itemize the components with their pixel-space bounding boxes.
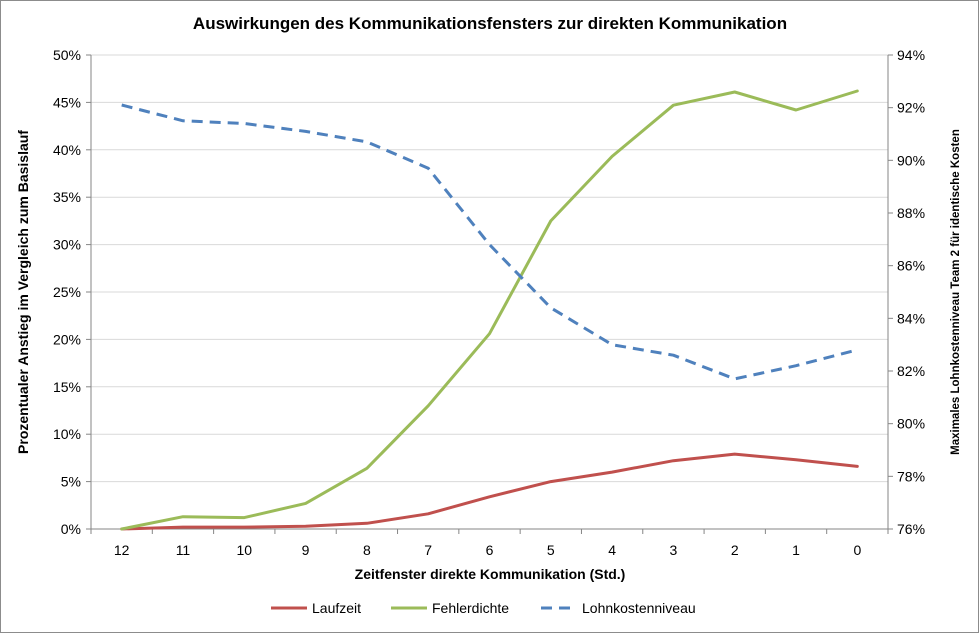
x-tick-label: 9 bbox=[302, 542, 310, 558]
right-tick-label: 76% bbox=[897, 521, 925, 537]
right-tick-label: 92% bbox=[897, 100, 925, 116]
x-tick-label: 5 bbox=[547, 542, 555, 558]
x-tick-label: 7 bbox=[424, 542, 432, 558]
right-tick-label: 90% bbox=[897, 152, 925, 168]
right-tick-label: 78% bbox=[897, 468, 925, 484]
x-tick-label: 11 bbox=[176, 542, 191, 558]
right-tick-label: 80% bbox=[897, 416, 925, 432]
x-tick-label: 2 bbox=[731, 542, 739, 558]
x-tick-label: 1 bbox=[792, 542, 800, 558]
y-axis-title: Prozentualer Anstieg im Vergleich zum Ba… bbox=[15, 130, 31, 454]
left-tick-label: 0% bbox=[61, 521, 81, 537]
right-axis-ticks: 76% 78% 80% 82% 84% 86% 88% 90% 92% 94% bbox=[888, 47, 925, 537]
left-tick-label: 40% bbox=[53, 142, 81, 158]
left-tick-label: 50% bbox=[53, 47, 81, 63]
left-tick-label: 45% bbox=[53, 94, 81, 110]
x-tick-label: 12 bbox=[114, 542, 130, 558]
left-axis-ticks: 0% 5% 10% 15% 20% 25% 30% 35% 40% 45% 50% bbox=[53, 47, 91, 537]
chart-title: Auswirkungen des Kommunikationsfensters … bbox=[193, 14, 787, 33]
series-line-fehlerdichte bbox=[120, 89, 859, 531]
legend-label-fehlerdichte: Fehlerdichte bbox=[432, 600, 509, 616]
legend-label-laufzeit: Laufzeit bbox=[312, 600, 361, 616]
right-tick-label: 82% bbox=[897, 363, 925, 379]
series-line-lohnkostenniveau bbox=[121, 103, 858, 381]
left-tick-label: 35% bbox=[53, 189, 81, 205]
left-tick-label: 25% bbox=[53, 284, 81, 300]
legend-label-lohnkostenniveau: Lohnkostenniveau bbox=[582, 600, 696, 616]
left-tick-label: 30% bbox=[53, 237, 81, 253]
gridlines bbox=[91, 54, 888, 483]
y-right-axis-title: Maximales Lohnkostenniveau Team 2 für id… bbox=[950, 129, 962, 455]
x-tick-label: 8 bbox=[363, 542, 371, 558]
x-tick-label: 3 bbox=[670, 542, 678, 558]
left-tick-label: 20% bbox=[53, 331, 81, 347]
x-tick-label: 4 bbox=[608, 542, 616, 558]
right-tick-label: 84% bbox=[897, 310, 925, 326]
right-tick-label: 94% bbox=[897, 47, 925, 63]
left-tick-label: 15% bbox=[53, 379, 81, 395]
left-tick-label: 10% bbox=[53, 426, 81, 442]
series-layer bbox=[120, 89, 859, 531]
x-axis-title: Zeitfenster direkte Kommunikation (Std.) bbox=[355, 566, 626, 582]
x-tick-label: 0 bbox=[853, 542, 861, 558]
x-tick-label: 10 bbox=[236, 542, 252, 558]
x-axis-ticks: 12 11 10 9 8 7 6 5 4 3 2 1 0 bbox=[90, 529, 889, 558]
left-tick-label: 5% bbox=[61, 474, 81, 490]
x-tick-label: 6 bbox=[486, 542, 494, 558]
legend: Laufzeit Fehlerdichte Lohnkostenniveau bbox=[271, 600, 696, 616]
right-tick-label: 88% bbox=[897, 205, 925, 221]
series-line-laufzeit bbox=[120, 452, 859, 531]
right-tick-label: 86% bbox=[897, 258, 925, 274]
